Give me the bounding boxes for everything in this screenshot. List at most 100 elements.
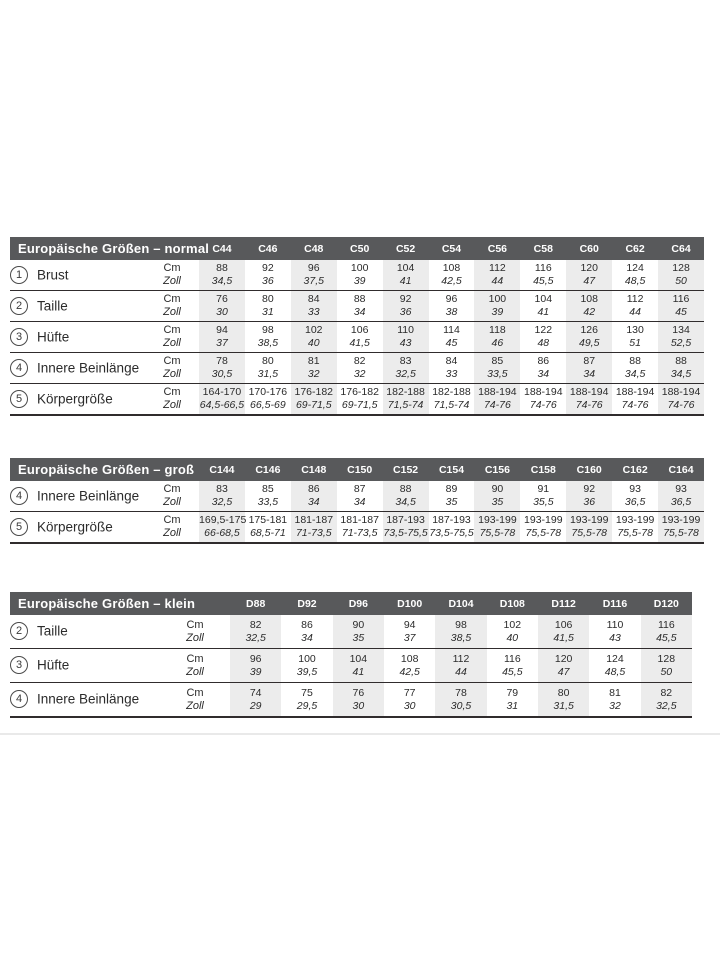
cm-value: 118 xyxy=(489,324,506,336)
measurement-row: 4 Innere Beinlänge Cm Zoll 78 30,5 80 31,5 81 32 8… xyxy=(10,353,704,384)
row-label: Hüfte xyxy=(37,657,70,673)
cm-value: 93 xyxy=(675,483,687,495)
zoll-value: 34,5 xyxy=(395,496,416,508)
size-column-header: C150 xyxy=(336,458,383,481)
size-column-header: C154 xyxy=(428,458,475,481)
zoll-value: 40 xyxy=(307,337,320,349)
value-cell: 116 45,5 xyxy=(641,615,692,649)
size-column-header: C156 xyxy=(474,458,521,481)
zoll-value: 39 xyxy=(353,275,366,287)
cm-value: 85 xyxy=(491,355,504,367)
value-cell: 79 31 xyxy=(487,683,538,718)
row-number-badge: 4 xyxy=(10,358,28,377)
cm-value: 187-193 xyxy=(432,514,471,526)
zoll-value: 45,5 xyxy=(533,275,554,287)
unit-cm-label: Cm xyxy=(163,483,181,495)
value-cell: 76 30 xyxy=(333,683,384,718)
value-cell: 193-199 75,5-78 xyxy=(520,512,566,544)
zoll-value: 45,5 xyxy=(656,631,677,644)
row-label-cell: 4 Innere Beinlänge xyxy=(10,683,160,718)
size-column-header: D104 xyxy=(435,592,487,615)
cm-value: 98 xyxy=(262,324,274,336)
measurement-row: 5 Körpergröße Cm Zoll 169,5-175 66-68,5 175-18… xyxy=(10,512,704,544)
value-cell: 116 45,5 xyxy=(520,260,566,291)
value-cell: 130 51 xyxy=(612,322,658,353)
value-cell: 110 43 xyxy=(589,615,640,649)
zoll-value: 74-76 xyxy=(575,399,603,411)
zoll-value: 35,5 xyxy=(533,496,554,508)
zoll-value: 42 xyxy=(583,306,596,318)
value-cell: 88 34 xyxy=(337,291,383,322)
size-column-header: D96 xyxy=(332,592,384,615)
cm-value: 102 xyxy=(305,324,323,336)
value-cell: 164-170 64,5-66,5 xyxy=(199,384,245,416)
measurement-row: 4 Innere Beinlänge Cm Zoll 83 32,5 85 33,5 86 34 8… xyxy=(10,481,704,512)
cm-value: 187-193 xyxy=(386,514,425,526)
zoll-value: 75,5-78 xyxy=(479,527,516,539)
value-cell: 75 29,5 xyxy=(281,683,332,718)
value-cell: 188-194 74-76 xyxy=(566,384,612,416)
zoll-value: 49,5 xyxy=(578,337,600,349)
cm-value: 84 xyxy=(307,293,320,305)
row-number-badge: 3 xyxy=(10,656,28,675)
row-label: Innere Beinlänge xyxy=(37,360,140,376)
cm-value: 81 xyxy=(307,355,320,367)
cm-value: 188-194 xyxy=(615,386,655,398)
unit-zoll-label: Zoll xyxy=(186,699,204,712)
unit-cell: Cm Zoll xyxy=(145,481,199,512)
zoll-value: 34,5 xyxy=(211,275,233,287)
value-cell: 120 47 xyxy=(538,649,589,683)
measurement-row: 5 Körpergröße Cm Zoll 164-170 64,5-66,5 170-17… xyxy=(10,384,704,416)
cm-value: 130 xyxy=(626,324,644,336)
cm-value: 120 xyxy=(554,652,573,665)
size-column-header: D88 xyxy=(230,592,282,615)
value-cell: 124 48,5 xyxy=(612,260,658,291)
cm-value: 92 xyxy=(399,293,412,305)
value-cell: 77 30 xyxy=(384,683,435,718)
cm-value: 110 xyxy=(606,618,624,631)
unit-cm-label: Cm xyxy=(163,324,181,336)
cm-value: 80 xyxy=(557,686,570,699)
zoll-value: 32 xyxy=(609,699,621,712)
value-cell: 100 39 xyxy=(337,260,383,291)
cm-value: 193-199 xyxy=(569,514,609,526)
zoll-value: 73,5-75,5 xyxy=(383,527,428,539)
unit-cell: Cm Zoll xyxy=(145,291,199,322)
zoll-value: 34 xyxy=(301,631,313,644)
zoll-value: 69-71,5 xyxy=(295,399,332,411)
value-cell: 175-181 68,5-71 xyxy=(245,512,291,544)
value-cell: 106 41,5 xyxy=(538,615,589,649)
zoll-value: 34 xyxy=(583,368,596,380)
row-label-cell: 2 Taille xyxy=(10,291,145,322)
cm-value: 92 xyxy=(262,262,274,274)
zoll-value: 52,5 xyxy=(670,337,692,349)
table-title: Europäische Größen – klein xyxy=(10,592,231,615)
row-number-badge: 2 xyxy=(10,622,28,641)
size-column-header: D92 xyxy=(281,592,333,615)
value-cell: 82 32,5 xyxy=(641,683,692,718)
zoll-value: 41 xyxy=(537,306,550,318)
zoll-value: 39 xyxy=(249,665,262,678)
zoll-value: 47 xyxy=(583,275,596,287)
value-cell: 193-199 75,5-78 xyxy=(658,512,704,544)
size-column-header: C164 xyxy=(658,458,704,481)
zoll-value: 29 xyxy=(249,699,262,712)
size-column-header: C58 xyxy=(520,237,567,260)
zoll-value: 48,5 xyxy=(604,665,626,678)
size-column-header: C56 xyxy=(474,237,521,260)
cm-value: 188-194 xyxy=(478,386,517,398)
cm-value: 83 xyxy=(216,483,228,495)
zoll-value: 31 xyxy=(262,306,274,318)
value-cell: 89 35 xyxy=(429,481,475,512)
cm-value: 82 xyxy=(353,355,366,367)
value-cell: 193-199 75,5-78 xyxy=(474,512,520,544)
value-cell: 80 31,5 xyxy=(538,683,589,718)
value-cell: 82 32,5 xyxy=(230,615,281,649)
zoll-value: 36 xyxy=(399,306,412,318)
zoll-value: 74-76 xyxy=(529,399,557,411)
value-cell: 176-182 69-71,5 xyxy=(291,384,337,416)
value-cell: 112 44 xyxy=(474,260,520,291)
cm-value: 116 xyxy=(534,262,552,274)
value-cell: 82 32 xyxy=(337,353,383,384)
